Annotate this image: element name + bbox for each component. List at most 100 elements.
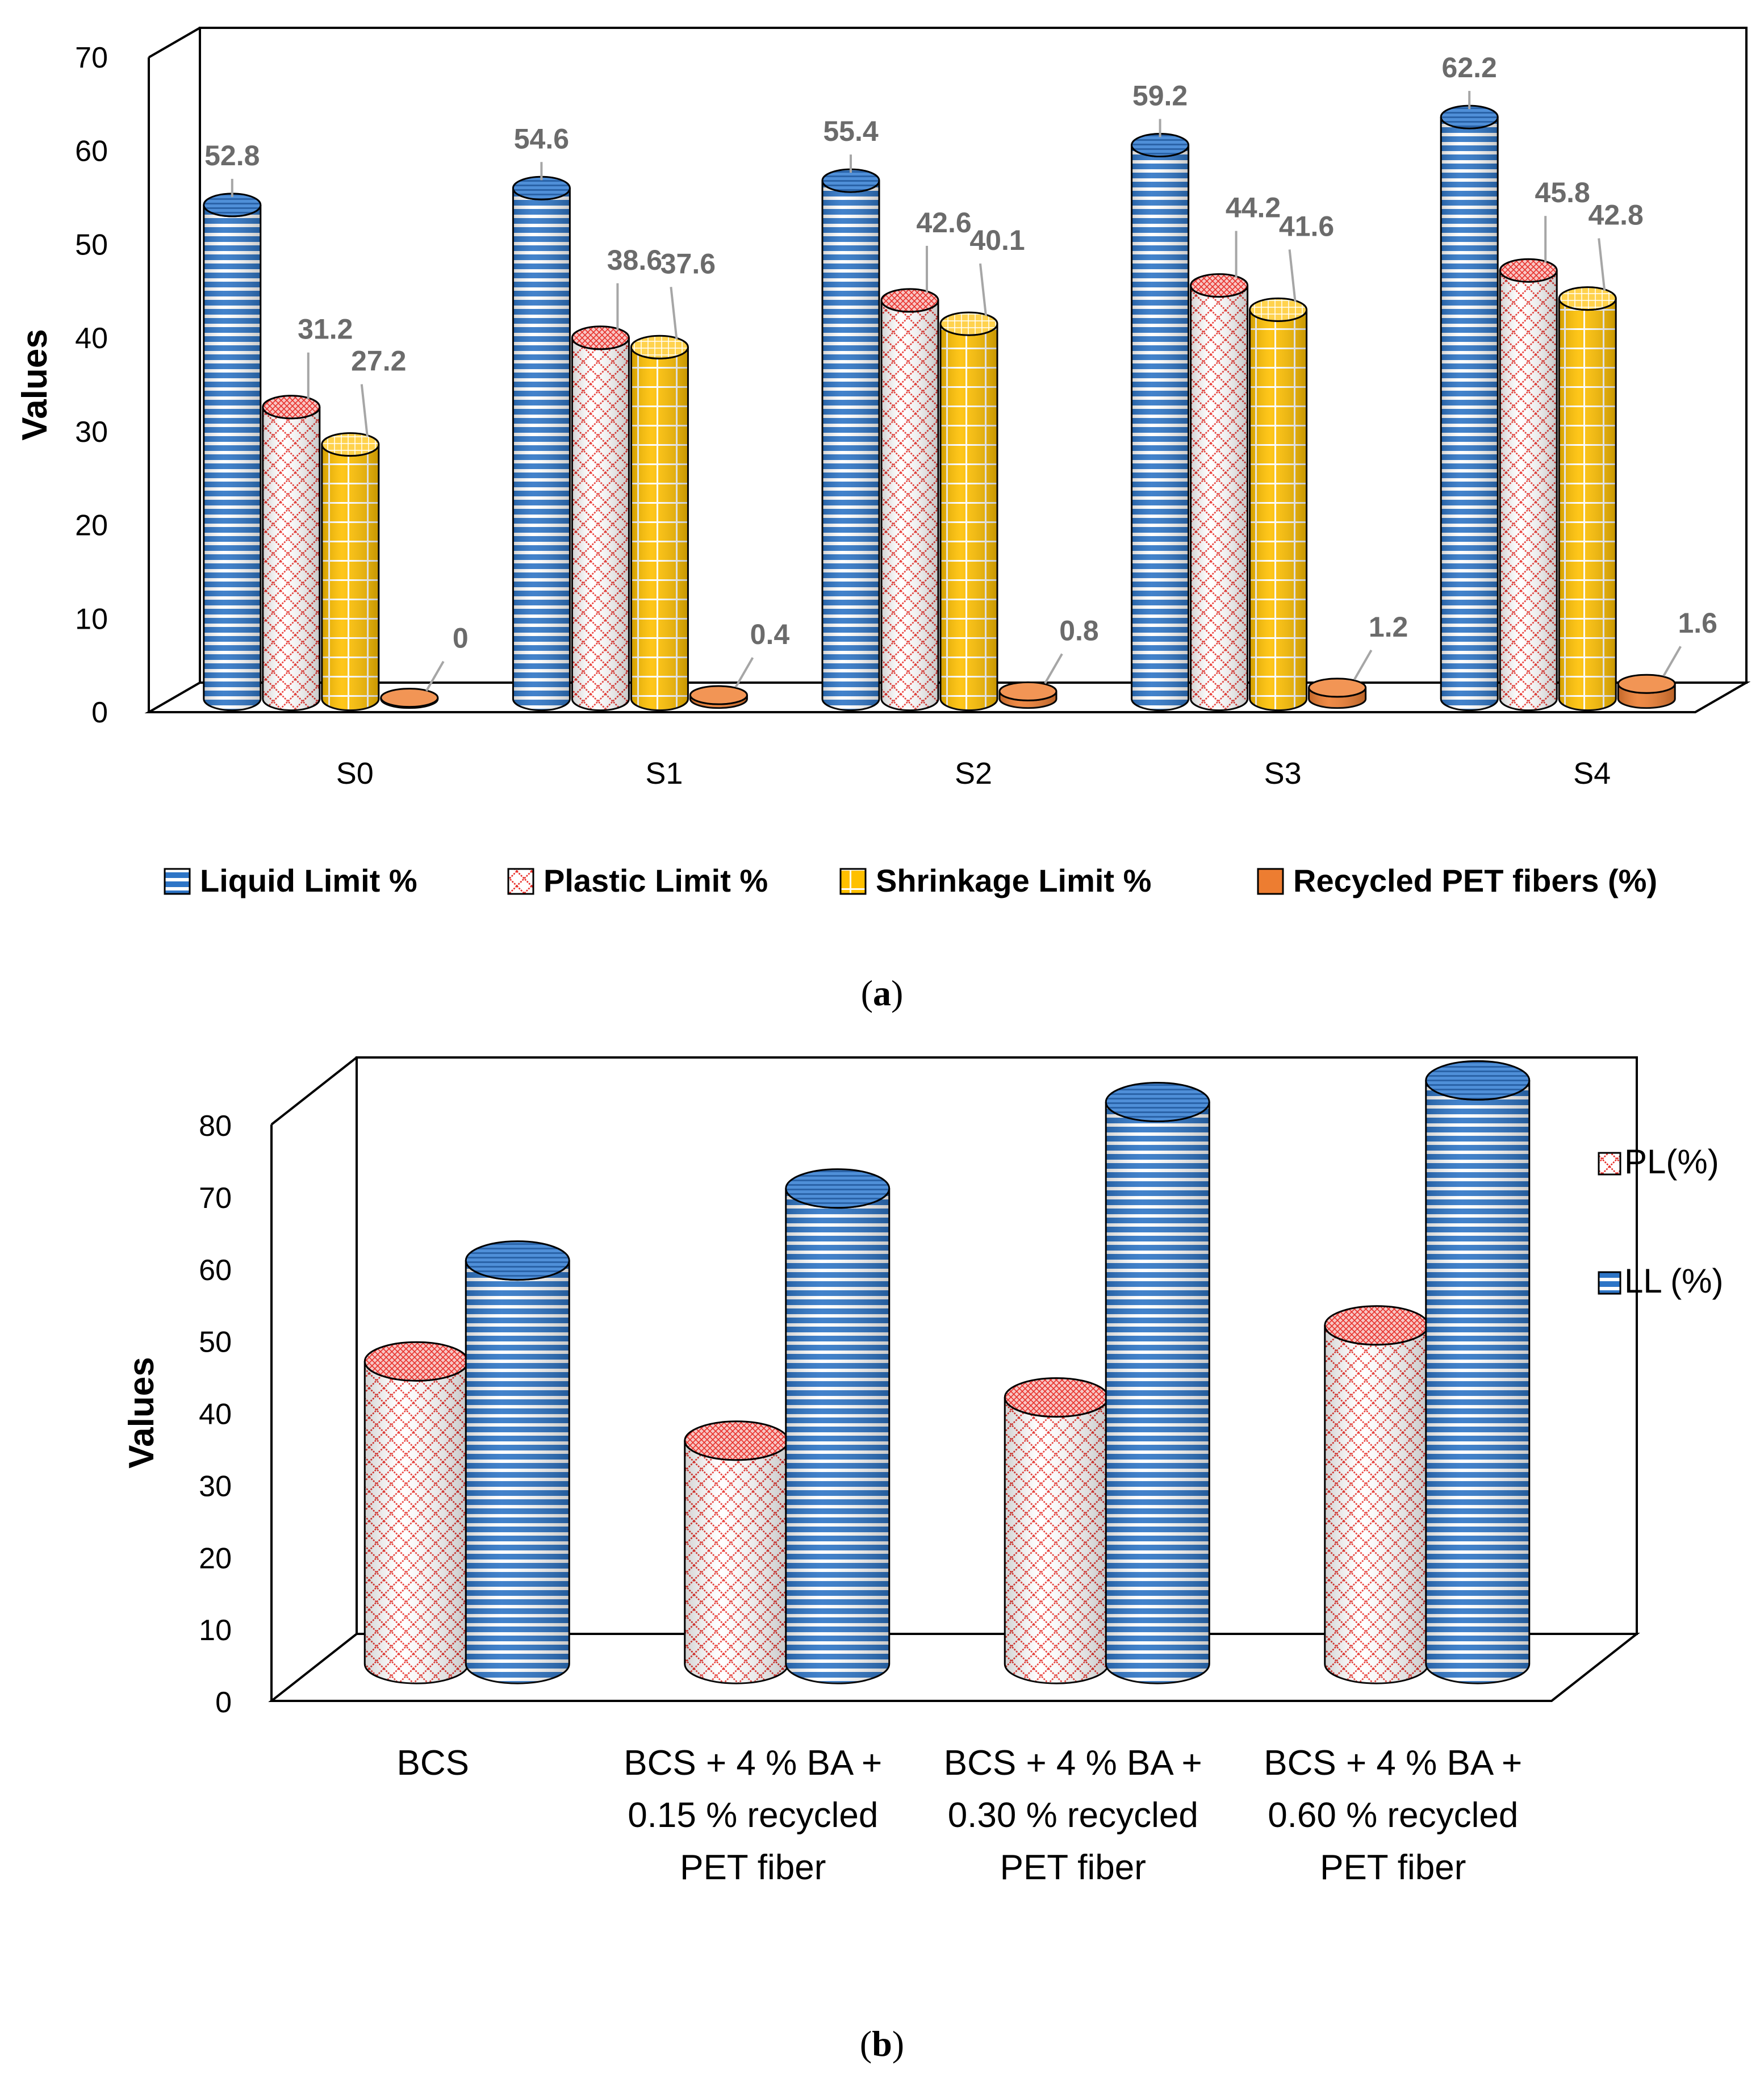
chart-a-bar-S3-0 xyxy=(1131,132,1190,712)
chart-a-bar-S2-3 xyxy=(998,681,1057,709)
chart-a-category-S4: S4 xyxy=(1573,756,1611,791)
chart-b-legend-swatch-0 xyxy=(1598,1152,1621,1176)
chart-a-legend-item-3: Recycled PET fibers (%) xyxy=(1257,863,1657,898)
chart-b-bar-3-0-top xyxy=(1324,1305,1429,1346)
chart-b-bar-1-0-top xyxy=(684,1420,789,1461)
chart-a-bar-S1-0 xyxy=(512,175,571,712)
chart-b-ytick-40: 40 xyxy=(199,1398,232,1431)
chart-b-category-1: BCS + 4 % BA + 0.15 % recycled PET fiber xyxy=(624,1743,882,1887)
chart-a-legend-label-1: Plastic Limit % xyxy=(544,863,768,898)
chart-a-label-S2-2: 40.1 xyxy=(969,224,1025,256)
chart-b-bar-2-1 xyxy=(1105,1081,1210,1684)
chart-a-leader-S4-3 xyxy=(1662,646,1682,677)
chart-b: 0 10 20 30 40 50 60 70 80 Values BCS BCS + 4 % BA +… xyxy=(122,1056,1724,2064)
chart-a-legend-swatch-1 xyxy=(507,868,534,895)
chart-a-leader-S0-2 xyxy=(360,384,369,437)
chart-a-label-S3-2: 41.6 xyxy=(1279,210,1334,242)
chart-a-legend-swatch-2 xyxy=(839,868,867,895)
chart-b-ytick-30: 30 xyxy=(199,1470,232,1503)
chart-a-bar-S4-2 xyxy=(1558,286,1617,712)
chart-b-caption: (b) xyxy=(860,2023,904,2064)
chart-b-bar-1-1 xyxy=(785,1168,891,1684)
chart-b-frame xyxy=(268,1056,1640,1702)
chart-b-legend-label-0: PL(%) xyxy=(1624,1143,1719,1181)
chart-a-bar-S4-2-shade xyxy=(1559,298,1616,710)
chart-a-leader-S3-2 xyxy=(1288,249,1297,302)
chart-a-bar-S0-1-shade xyxy=(262,407,320,710)
chart-a-label-S4-0: 62.2 xyxy=(1442,52,1497,83)
chart-a-bar-S2-1-top xyxy=(880,288,939,313)
chart-a-ytick-30: 30 xyxy=(75,416,108,449)
chart-b-category-0: BCS xyxy=(397,1743,469,1783)
chart-a-bar-S0-0-shade xyxy=(203,204,261,710)
chart-b-bar-3-0-shade xyxy=(1324,1325,1428,1684)
chart-a-label-S2-3: 0.8 xyxy=(1059,614,1099,646)
chart-a-bar-S1-3-shade xyxy=(690,695,747,708)
chart-a-leader-S2-2 xyxy=(979,263,987,316)
chart-a-legend-label-0: Liquid Limit % xyxy=(200,863,417,898)
chart-a-legend-item-0: Liquid Limit % xyxy=(164,863,417,898)
chart-b-legend-label-1: LL (%) xyxy=(1624,1262,1724,1300)
chart-b-bar-1-1-shade xyxy=(785,1188,889,1684)
chart-a-label-S4-2: 42.8 xyxy=(1589,199,1644,231)
chart-b-category-3: BCS + 4 % BA + 0.60 % recycled PET fiber xyxy=(1264,1743,1522,1887)
chart-b-category-2-line-2: PET fiber xyxy=(1000,1848,1146,1887)
chart-b-category-2: BCS + 4 % BA + 0.30 % recycled PET fiber xyxy=(944,1743,1202,1887)
chart-a-bar-S2-0-shade xyxy=(822,181,879,710)
chart-b-category-1-line-2: PET fiber xyxy=(680,1848,826,1887)
chart-a-category-S0: S0 xyxy=(336,756,374,791)
chart-a-category-S3: S3 xyxy=(1264,756,1302,791)
chart-a-bar-S2-1-shade xyxy=(881,300,938,710)
chart-a-bar-S1-2 xyxy=(630,335,689,712)
chart-b-bar-3-1-top xyxy=(1425,1060,1531,1101)
chart-a-label-S0-1: 31.2 xyxy=(298,313,353,345)
chart-a-ytick-40: 40 xyxy=(75,322,108,355)
chart-a-bar-S0-1-top xyxy=(262,395,321,420)
chart-b-bar-0-1 xyxy=(465,1240,570,1684)
chart-a-leader-S2-3 xyxy=(1044,653,1063,684)
chart-a-frame-floor xyxy=(144,681,1751,713)
chart-b-bar-2-0-shade xyxy=(1005,1397,1109,1684)
chart-a-bar-S1-1-shade xyxy=(572,337,629,710)
chart-b-frame-floor xyxy=(268,1633,1640,1702)
chart-b-ytick-50: 50 xyxy=(199,1326,232,1359)
chart-b-bar-2-1-top xyxy=(1105,1081,1210,1122)
chart-b-bar-0-1-shade xyxy=(466,1260,570,1684)
chart-a-bar-S1-0-shade xyxy=(513,188,570,710)
chart-a-bar-S3-2-shade xyxy=(1249,310,1307,710)
chart-b-ytick-10: 10 xyxy=(199,1614,232,1647)
chart-b-bar-0-0-shade xyxy=(365,1361,469,1684)
chart-b-bar-1-1-top xyxy=(785,1168,891,1209)
chart-a-ytick-0: 0 xyxy=(91,696,108,729)
chart-b-bar-2-0-top xyxy=(1004,1377,1109,1418)
chart-a-bar-S3-1 xyxy=(1190,273,1249,712)
chart-a-leader-S1-2 xyxy=(670,287,678,340)
chart-a-bar-S1-2-top xyxy=(630,335,689,359)
chart-b-bar-0-0-top xyxy=(363,1341,469,1382)
chart-a-label-S3-0: 59.2 xyxy=(1132,80,1188,111)
chart-a-ylabel: Values xyxy=(15,329,55,440)
chart-a-bar-S4-1-top xyxy=(1499,258,1558,283)
chart-a-label-S3-1: 44.2 xyxy=(1226,192,1281,224)
chart-b-bar-2-0 xyxy=(1004,1377,1109,1684)
chart-b-frame-top-edge xyxy=(270,1056,358,1126)
chart-b-category-3-line-1: 0.60 % recycled xyxy=(1268,1796,1518,1835)
chart-a-bar-S2-2-shade xyxy=(940,324,997,710)
chart-a-ytick-10: 10 xyxy=(75,603,108,635)
chart-a-legend-swatch-0 xyxy=(164,868,191,895)
chart-a-bar-S0-2-shade xyxy=(321,444,379,710)
chart-a-label-S0-0: 52.8 xyxy=(204,140,260,172)
chart-a-bar-S0-1 xyxy=(262,395,321,712)
chart-a-bar-S3-1-top xyxy=(1190,273,1249,298)
chart-a-bar-S3-2 xyxy=(1249,297,1308,712)
chart-a-bar-S0-0 xyxy=(203,193,262,712)
chart-b-bar-1-0-shade xyxy=(684,1440,788,1684)
chart-a-bar-S2-0 xyxy=(821,168,880,712)
chart-a-label-S1-2: 37.6 xyxy=(661,248,716,279)
chart-b-category-3-line-0: BCS + 4 % BA + xyxy=(1264,1743,1522,1783)
chart-a-frame-top-edge xyxy=(148,27,201,58)
chart-b-bar-3-1-shade xyxy=(1426,1080,1529,1684)
chart-b-bar-3-0 xyxy=(1324,1305,1429,1684)
chart-a-bar-S4-3-shade xyxy=(1618,684,1675,708)
